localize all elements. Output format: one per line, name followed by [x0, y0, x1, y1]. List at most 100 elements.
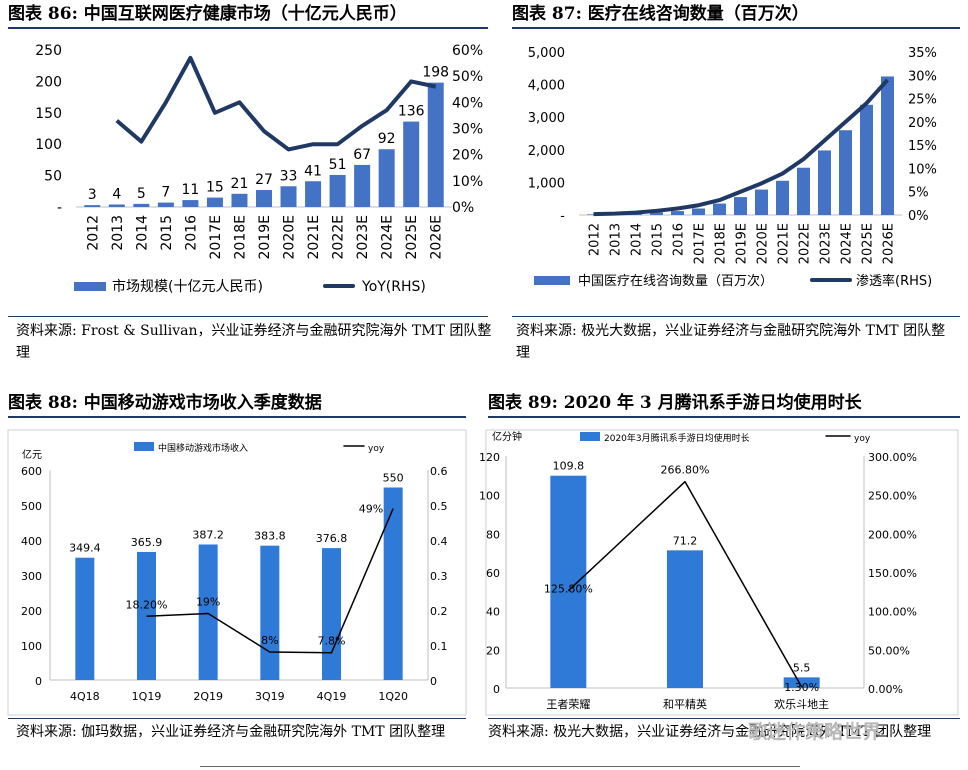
fig86-x-tick-label: 2024E [380, 215, 396, 259]
fig88-y2-tick-label: 0.3 [430, 570, 448, 583]
figure-87-source: 资料来源: 极光大数据，兴业证券经济与金融研究院海外 TMT 团队整理 [516, 323, 946, 361]
fig89-bar [550, 475, 587, 688]
fig87-x-tick-label: 2018E [714, 223, 729, 264]
fig87-x-tick-label: 2017E [693, 223, 708, 264]
fig86-bar [133, 203, 150, 207]
figure-86-bottom-rule [8, 316, 488, 317]
fig87-y2-tick-label: 30% [908, 69, 937, 84]
fig89-y2-tick-label: 150.00% [868, 567, 917, 580]
fig88-y-tick-label: 600 [21, 465, 42, 478]
fig86-bar-value-label: 5 [137, 186, 146, 202]
fig89-plot-frame [485, 429, 959, 716]
fig86-y-tick-label: - [57, 200, 62, 216]
fig87-bar [755, 189, 768, 215]
fig86-bar-value-label: 136 [398, 104, 425, 120]
fig86-x-tick-label: 2013 [110, 215, 126, 251]
fig88-line-value-label: 8% [261, 634, 278, 647]
fig86-x-tick-label: 2012 [85, 215, 101, 251]
fig88-plot-frame [7, 429, 467, 716]
fig88-y-tick-label: 0 [35, 675, 42, 688]
fig89-y-tick-label: 100 [479, 490, 500, 503]
fig86-y2-tick-label: 30% [452, 122, 483, 138]
fig86-y-tick-label: 100 [35, 137, 62, 153]
fig88-line-value-label: 7.8% [318, 635, 346, 648]
fig87-bar [797, 167, 810, 215]
fig87-y2-tick-label: 20% [908, 116, 937, 131]
fig88-bar-value-label: 376.8 [316, 532, 348, 545]
fig89-line-value-label: 1.30% [784, 681, 819, 694]
fig86-legend-label: YoY(RHS) [361, 279, 426, 295]
fig87-line-series [593, 78, 889, 217]
fig86-bar [108, 204, 125, 207]
fig88-bar-value-label: 550 [383, 472, 404, 485]
fig88-bar [383, 487, 403, 680]
fig87-x-tick-label: 2019E [735, 223, 750, 264]
fig87-bar [650, 212, 663, 215]
fig88-bar [75, 557, 95, 680]
fig86-x-tick-label: 2014 [134, 215, 150, 251]
fig89-y2-tick-label: 200.00% [868, 528, 917, 541]
fig89-bar [783, 677, 820, 688]
fig88-bar-value-label: 365.9 [131, 536, 163, 549]
figure-89-title-rule [488, 416, 960, 418]
fig87-y2-tick-label: 5% [908, 186, 929, 201]
fig88-y-tick-label: 500 [21, 500, 42, 513]
fig87-y-tick-label: - [560, 209, 565, 224]
fig87-y2-tick-label: 15% [908, 139, 937, 154]
fig86-legend-bar-swatch [74, 282, 106, 291]
fig88-line-series [146, 508, 394, 654]
fig86-y2-tick-label: 40% [452, 95, 483, 111]
watermark-text: 歌迷作策略世界 [748, 721, 882, 743]
fig89-bar-value-label: 71.2 [673, 534, 698, 547]
fig86-x-tick-label: 2021E [306, 215, 322, 259]
fig87-y2-tick-label: 10% [908, 162, 937, 177]
fig87-bar [818, 150, 831, 215]
fig88-legend-label: 中国移动游戏市场收入 [158, 442, 248, 454]
fig86-x-tick-label: 2025E [404, 215, 420, 259]
fig88-x-tick-label: 1Q20 [378, 690, 408, 703]
fig86-bar [403, 121, 420, 207]
fig87-x-tick-label: 2016 [672, 223, 687, 256]
fig86-bar [354, 164, 371, 207]
figure-87-title-rule [512, 27, 960, 29]
fig88-x-tick-label: 2Q19 [193, 690, 223, 703]
fig88-line-value-label: 18.20% [126, 598, 168, 611]
fig88-line-value-label: 19% [196, 596, 220, 609]
fig86-bar [305, 181, 322, 207]
fig89-bar-value-label: 109.8 [553, 460, 585, 473]
fig88-bar [322, 548, 341, 680]
fig88-x-tick-label: 4Q19 [317, 690, 347, 703]
fig87-x-tick-label: 2024E [840, 223, 855, 264]
fig86-x-tick-label: 2019E [257, 215, 273, 259]
fig88-x-tick-label: 3Q19 [255, 690, 285, 703]
fig86-y-tick-label: 50 [44, 169, 62, 185]
fig88-y2-tick-label: 0.1 [430, 640, 448, 653]
fig88-y2-tick-label: 0.6 [430, 465, 448, 478]
fig89-y2-tick-label: 250.00% [868, 490, 917, 503]
fig86-bar [231, 193, 248, 207]
fig89-y2-tick-label: 0.00% [868, 683, 903, 696]
fig87-legend-bar-swatch [534, 276, 570, 285]
fig87-y-tick-label: 3,000 [528, 111, 565, 126]
fig86-y-tick-label: 150 [35, 106, 62, 122]
fig89-legend-label: 2020年3月腾讯系手游日均使用时长 [604, 432, 750, 444]
fig88-bar-value-label: 387.2 [192, 528, 224, 541]
fig87-legend-label: 渗透率(RHS) [856, 273, 932, 289]
fig86-bar-value-label: 11 [181, 182, 199, 198]
fig86-x-tick-label: 2015 [159, 215, 175, 251]
page-footer-rule [200, 766, 800, 767]
fig87-legend-label: 中国医疗在线咨询数量（百万次） [578, 273, 773, 289]
fig87-bar [587, 214, 600, 215]
figure-89-source: 资料来源: 极光大数据，兴业证券经济与金融研究院海外 TMT 团队整理 [488, 724, 932, 740]
fig87-x-tick-label: 2026E [882, 223, 897, 264]
fig87-bar [671, 211, 684, 215]
fig88-bar [198, 544, 218, 680]
fig88-y-tick-label: 400 [21, 535, 42, 548]
figure-88-title: 图表 88: 中国移动游戏市场收入季度数据 [8, 393, 322, 413]
fig87-bar [839, 130, 852, 215]
fig86-y-tick-label: 200 [35, 74, 62, 90]
fig86-y2-tick-label: 50% [452, 69, 483, 85]
fig86-bar [329, 174, 346, 207]
fig86-bar [280, 186, 297, 207]
